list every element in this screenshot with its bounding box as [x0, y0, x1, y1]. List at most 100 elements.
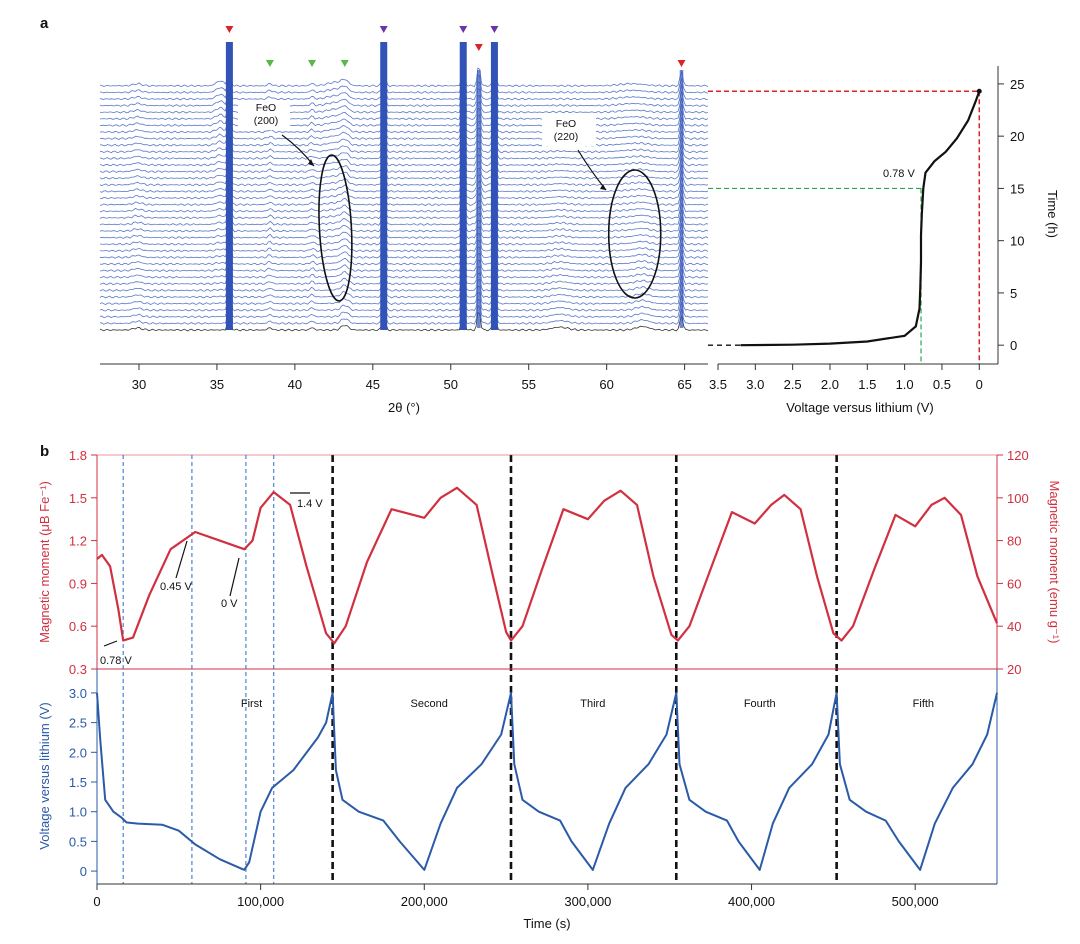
mm-y2-tick-label: 20: [1007, 662, 1021, 677]
xrd-trace: [99, 83, 709, 107]
vt-y-tick-label: 25: [1010, 77, 1024, 92]
xrd-x-tick-label: 35: [210, 377, 224, 392]
mm-y2-tick-label: 100: [1007, 491, 1029, 506]
vt-y-tick-label: 15: [1010, 181, 1024, 196]
vt-y-tick-label: 5: [1010, 286, 1017, 301]
voltage-time-line: [740, 90, 981, 347]
xrd-trace: [99, 276, 709, 299]
xrd-x-tick-label: 60: [599, 377, 613, 392]
mm-y2-tick-label: 80: [1007, 534, 1021, 549]
mm-y-tick-label: 0.6: [69, 619, 87, 634]
vt-x-tick-label: 0: [976, 377, 983, 392]
xrd-trace: [99, 197, 709, 220]
vc-y-tick-label: 2.0: [69, 745, 87, 760]
xrd-trace: [99, 296, 709, 319]
feo-200-arrowhead: [308, 159, 314, 166]
annotation-078v-arrow: [103, 640, 118, 647]
vt-x-tick-label: 0.5: [933, 377, 951, 392]
vc-y-tick-label: 1.5: [69, 775, 87, 790]
mm-y-tick-label: 1.2: [69, 534, 87, 549]
peak-marker-green: [265, 60, 274, 67]
mm-right-axis-label: Magnetic moment (emu g⁻¹): [1047, 481, 1062, 644]
mm-y-tick-label: 1.5: [69, 491, 87, 506]
xrd-trace: [99, 203, 709, 226]
xrd-trace: [99, 183, 709, 206]
xrd-trace: [99, 236, 709, 259]
xrd-trace: [99, 255, 709, 279]
annotation-045v-arrow: [175, 540, 188, 579]
xrd-trace: [99, 308, 709, 332]
peak-marker-red: [474, 44, 483, 51]
feo-200-ellipse: [318, 154, 353, 302]
xrd-trace: [99, 163, 709, 187]
xrd-trace: [99, 283, 709, 305]
xrd-trace: [99, 269, 709, 292]
annotation-14v: 1.4 V: [297, 498, 323, 510]
vc-x-tick-label: 400,000: [728, 894, 775, 909]
vt-y-tick-label: 20: [1010, 129, 1024, 144]
mm-y-tick-label: 1.8: [69, 448, 87, 463]
annotation-078v: 0.78 V: [883, 168, 915, 180]
peak-marker-green: [340, 60, 349, 67]
vc-x-axis-label: Time (s): [523, 916, 570, 931]
annotation-045v: 0.45 V: [160, 581, 192, 593]
vt-x-tick-label: 2.0: [821, 377, 839, 392]
vc-y-tick-label: 1.0: [69, 805, 87, 820]
peak-marker-green: [308, 60, 317, 67]
xrd-strong-peak: [490, 42, 498, 330]
cycle-label: Second: [411, 698, 448, 710]
annotation-0v-arrow: [229, 557, 240, 597]
vt-x-tick-label: 3.5: [709, 377, 727, 392]
xrd-x-tick-label: 55: [521, 377, 535, 392]
xrd-trace: [99, 144, 709, 167]
xrd-trace: [99, 104, 709, 127]
vc-x-tick-label: 100,000: [237, 894, 284, 909]
vt-y-tick-label: 0: [1010, 338, 1017, 353]
xrd-trace: [99, 124, 709, 147]
xrd-trace: [99, 210, 709, 233]
cycle-label: Fifth: [913, 698, 934, 710]
vt-x-tick-label: 1.5: [858, 377, 876, 392]
end-point: [976, 88, 982, 94]
xrd-trace: [99, 77, 708, 101]
xrd-trace: [99, 118, 709, 140]
xrd-trace: [99, 289, 709, 312]
mm-y-tick-label: 0.9: [69, 576, 87, 591]
xrd-trace: [99, 217, 709, 240]
xrd-peak: [477, 70, 481, 328]
xrd-trace: [99, 229, 709, 253]
xrd-x-tick-label: 30: [132, 377, 146, 392]
feo-220-label-line1: FeO: [556, 118, 576, 130]
xrd-trace: [99, 262, 709, 286]
xrd-trace: [99, 190, 709, 213]
xrd-trace: [99, 242, 709, 266]
magnetic-moment-line: [96, 486, 999, 645]
vc-y-tick-label: 2.5: [69, 716, 87, 731]
feo-220-arrow: [577, 149, 607, 191]
xrd-x-axis-label: 2θ (°): [388, 400, 420, 415]
xrd-trace: [99, 170, 709, 193]
vt-x-axis-label: Voltage versus lithium (V): [786, 400, 933, 415]
mm-y2-tick-label: 120: [1007, 448, 1029, 463]
xrd-peak: [679, 70, 684, 328]
xrd-strong-peak: [380, 42, 388, 330]
mm-y-tick-label: 0.3: [69, 662, 87, 677]
xrd-trace: [99, 64, 709, 88]
feo-220-arrowhead: [600, 184, 606, 190]
xrd-trace: [100, 223, 709, 246]
panel-label-b: b: [40, 443, 49, 460]
vc-y-tick-label: 3.0: [69, 686, 87, 701]
xrd-trace: [99, 157, 708, 180]
xrd-trace: [99, 70, 709, 94]
peak-marker-purple: [379, 26, 388, 33]
xrd-trace: [99, 302, 709, 325]
xrd-strong-peak: [459, 42, 467, 330]
xrd-x-tick-label: 45: [366, 377, 380, 392]
vc-y-tick-label: 0: [80, 864, 87, 879]
voltage-cycle-line: [96, 691, 998, 871]
xrd-trace: [99, 111, 709, 134]
feo-200-label-line2: (200): [254, 115, 279, 127]
peak-marker-red: [677, 60, 686, 67]
